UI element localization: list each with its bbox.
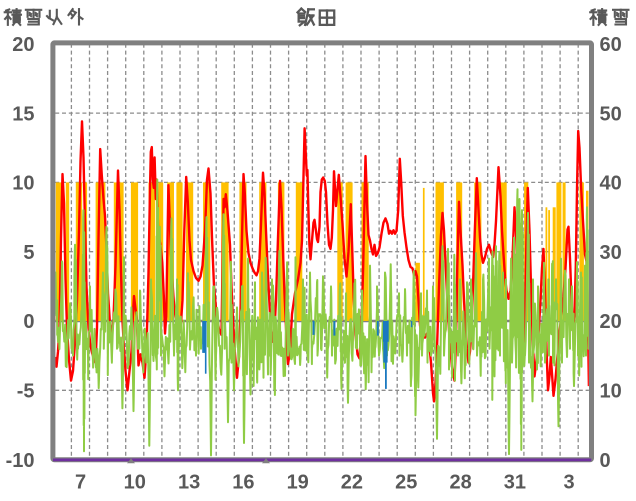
svg-text:16: 16: [232, 471, 254, 493]
svg-text:10: 10: [12, 173, 34, 195]
svg-text:40: 40: [600, 173, 622, 195]
svg-text:19: 19: [287, 471, 309, 493]
svg-text:5: 5: [23, 242, 34, 264]
svg-text:10: 10: [600, 381, 622, 403]
svg-text:0: 0: [600, 450, 611, 472]
svg-text:13: 13: [178, 471, 200, 493]
svg-text:20: 20: [12, 34, 34, 56]
svg-text:22: 22: [341, 471, 363, 493]
svg-text:3: 3: [564, 471, 575, 493]
svg-text:0: 0: [23, 311, 34, 333]
svg-text:15: 15: [12, 103, 34, 125]
svg-text:28: 28: [449, 471, 471, 493]
svg-text:31: 31: [504, 471, 526, 493]
svg-text:7: 7: [75, 471, 86, 493]
svg-text:30: 30: [600, 242, 622, 264]
svg-text:10: 10: [124, 471, 146, 493]
svg-text:-5: -5: [17, 381, 35, 403]
svg-text:-10: -10: [6, 450, 35, 472]
svg-text:20: 20: [600, 311, 622, 333]
svg-text:60: 60: [600, 34, 622, 56]
svg-text:25: 25: [395, 471, 417, 493]
svg-text:50: 50: [600, 103, 622, 125]
